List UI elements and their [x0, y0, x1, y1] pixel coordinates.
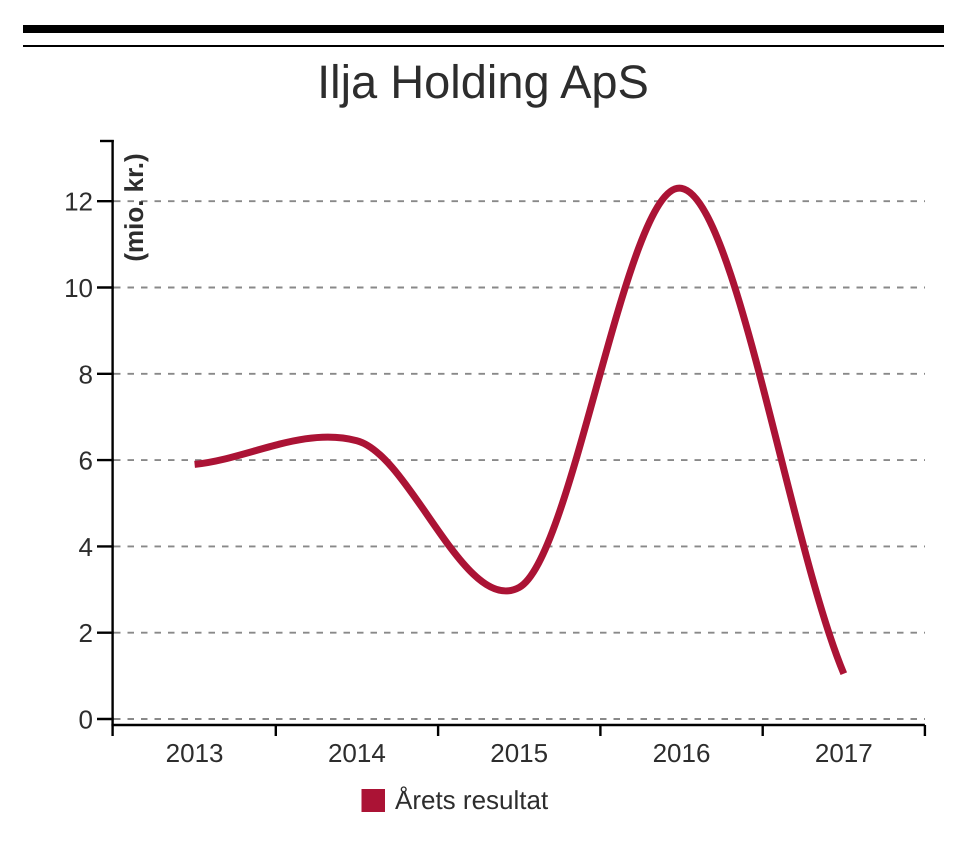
svg-text:2017: 2017 [815, 738, 873, 768]
svg-text:6: 6 [79, 446, 93, 476]
svg-text:Ilja Holding ApS: Ilja Holding ApS [317, 55, 649, 108]
svg-text:10: 10 [64, 273, 93, 303]
svg-text:8: 8 [79, 359, 93, 389]
svg-text:(mio. kr.): (mio. kr.) [119, 153, 149, 261]
svg-text:Årets resultat: Årets resultat [395, 785, 549, 815]
svg-text:0: 0 [79, 705, 93, 735]
svg-text:2013: 2013 [166, 738, 224, 768]
svg-text:2015: 2015 [490, 738, 548, 768]
svg-text:12: 12 [64, 187, 93, 217]
svg-text:2: 2 [79, 618, 93, 648]
svg-text:4: 4 [79, 532, 93, 562]
svg-text:2016: 2016 [653, 738, 711, 768]
svg-text:2014: 2014 [328, 738, 386, 768]
